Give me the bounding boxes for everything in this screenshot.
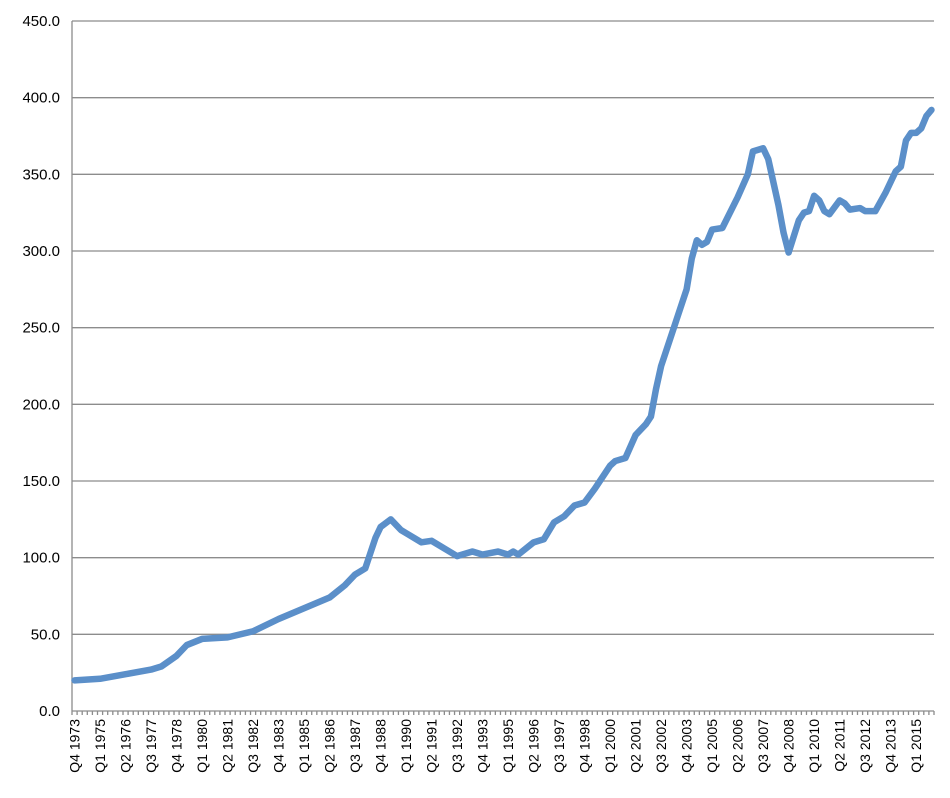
x-tick-label: Q2 1976: [118, 719, 134, 773]
x-tick-label: Q1 1985: [296, 719, 312, 773]
x-tick-label: Q2 1986: [322, 719, 338, 773]
x-tick-label: Q3 1982: [245, 719, 261, 773]
x-tick-label: Q3 2007: [755, 719, 771, 773]
y-axis-tick-labels: 0.0 50.0 100.0 150.0 200.0 250.0 300.0 350.0 400…: [22, 13, 60, 720]
x-tick-label: Q3 1977: [143, 719, 159, 773]
x-tick-label: Q4 1998: [577, 719, 593, 773]
x-tick-label: Q3 2002: [653, 719, 669, 773]
x-tick-label: Q2 1996: [526, 719, 542, 773]
series-layer: [71, 106, 935, 684]
x-tick-label: Q2 2001: [628, 719, 644, 773]
y-tick-label: 400.0: [22, 90, 60, 107]
x-tick-label: Q4 2013: [883, 719, 899, 773]
y-tick-label: 250.0: [22, 320, 60, 337]
x-tick-label: Q1 1995: [500, 719, 516, 773]
y-tick-label: 0.0: [39, 703, 60, 720]
x-tick-label: Q4 1993: [475, 719, 491, 773]
x-tick-label: Q2 2006: [730, 719, 746, 773]
y-tick-label: 350.0: [22, 166, 60, 183]
x-tick-label: Q4 1978: [169, 719, 185, 773]
x-tick-label: Q1 2005: [704, 719, 720, 773]
x-tick-label: Q3 2012: [857, 719, 873, 773]
y-tick-label: 200.0: [22, 396, 60, 413]
x-tick-label: Q4 2003: [679, 719, 695, 773]
x-tick-label: Q2 2011: [832, 719, 848, 772]
x-tick-label: Q1 2010: [806, 719, 822, 773]
y-tick-label: 450.0: [22, 13, 60, 30]
y-tick-label: 300.0: [22, 243, 60, 260]
x-tick-label: Q1 1980: [194, 719, 210, 773]
x-tick-label: Q3 1997: [551, 719, 567, 773]
x-tick-label: Q3 1987: [347, 719, 363, 773]
x-axis-tick-labels: Q4 1973 Q1 1975 Q2 1976 Q3 1977 Q4 1978 Q1 19…: [67, 719, 925, 773]
x-tick-label: Q2 1991: [424, 719, 440, 773]
x-tick-label: Q3 1992: [449, 719, 465, 773]
x-tick-label: Q4 1983: [271, 719, 287, 773]
x-tick-label: Q1 1975: [92, 719, 108, 773]
x-tick-label: Q1 1990: [398, 719, 414, 773]
x-tick-label: Q4 1973: [67, 719, 83, 773]
y-tick-label: 50.0: [31, 626, 60, 643]
series-line: [71, 106, 935, 684]
x-tick-label: Q4 2008: [781, 719, 797, 773]
gridlines: [72, 20, 934, 635]
x-tick-label: Q1 2015: [908, 719, 924, 773]
x-tick-label: Q1 2000: [602, 719, 618, 773]
axes: [71, 21, 935, 715]
y-tick-label: 150.0: [22, 473, 60, 490]
x-tick-label: Q2 1981: [220, 719, 236, 773]
x-tick-label: Q4 1988: [373, 719, 389, 773]
y-tick-label: 100.0: [22, 550, 60, 567]
